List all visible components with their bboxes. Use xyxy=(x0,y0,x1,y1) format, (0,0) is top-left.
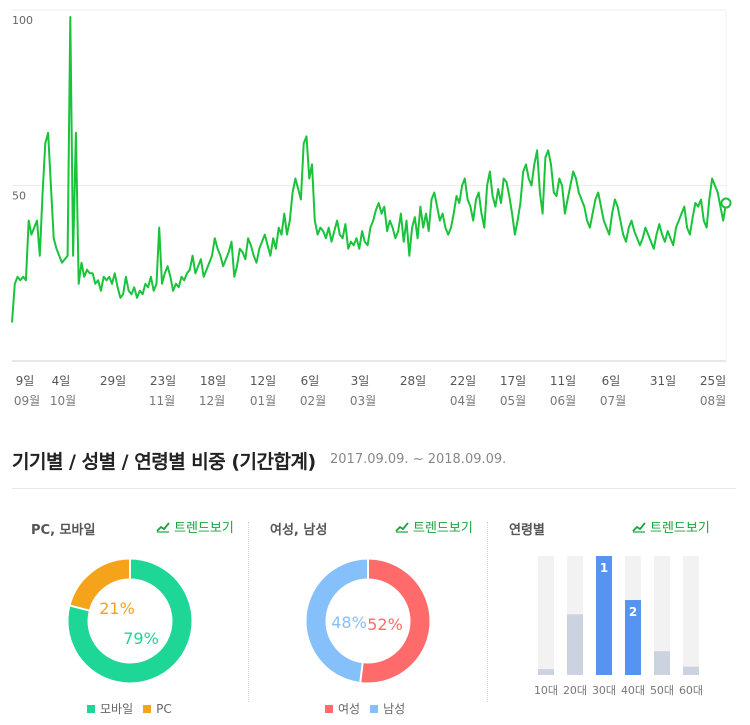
gender-panel-title: 여성, 남성 xyxy=(270,523,328,538)
y-tick-label: 100 xyxy=(12,14,33,27)
age-bar-30대 xyxy=(596,556,612,675)
section-divider xyxy=(12,488,736,489)
age-bar-10대 xyxy=(538,669,554,675)
age-category-label: 30대 xyxy=(592,684,616,697)
x-month-label: 11월 xyxy=(149,394,175,408)
x-month-label: 04월 xyxy=(450,394,476,408)
age-bar-50대 xyxy=(654,651,670,675)
trend-series-line xyxy=(11,16,727,323)
x-month-label: 09월 xyxy=(14,394,40,408)
legend-label-mobile: 모바일 xyxy=(100,702,134,716)
age-panel-title: 연령별 xyxy=(509,523,545,538)
age-trend-link-label: 트렌드보기 xyxy=(650,521,710,536)
legend-label-male: 남성 xyxy=(383,702,406,716)
legend-swatch xyxy=(87,704,95,713)
trend-chart-icon xyxy=(156,521,170,533)
age-bar-track xyxy=(683,556,699,675)
trend-chart-icon xyxy=(632,521,646,533)
x-month-label: 02월 xyxy=(300,394,326,408)
age-trend-link[interactable]: 트렌드보기 xyxy=(632,517,710,536)
device-legend: 모바일 PC xyxy=(87,700,172,717)
device-trend-link-label: 트렌드보기 xyxy=(174,521,234,536)
x-day-label: 17일 xyxy=(500,374,526,388)
x-month-label: 06월 xyxy=(550,394,576,408)
gender-trend-link[interactable]: 트렌드보기 xyxy=(395,517,473,536)
panel-separator xyxy=(487,522,488,702)
x-day-label: 6일 xyxy=(602,374,621,388)
x-day-label: 6일 xyxy=(301,374,320,388)
age-category-label: 40대 xyxy=(621,684,645,697)
donut-slice-separator xyxy=(359,663,364,683)
gender-donut-chart: 52%48% xyxy=(306,559,430,683)
legend-swatch xyxy=(325,704,333,713)
x-month-label: 08월 xyxy=(700,394,726,408)
age-bar-track xyxy=(654,556,670,675)
x-month-label: 01월 xyxy=(250,394,276,408)
x-day-label: 9일 xyxy=(16,374,35,388)
x-day-label: 31일 xyxy=(650,374,676,388)
trend-hover-point[interactable] xyxy=(720,197,732,209)
section-title: 기기별 / 성별 / 연령별 비중 (기간합계) xyxy=(12,451,316,473)
legend-item-mobile: 모바일 xyxy=(87,700,133,717)
legend-swatch xyxy=(370,704,379,713)
section-date-range: 2017.09.09. ~ 2018.09.09. xyxy=(330,452,507,467)
device-panel-title: PC, 모바일 xyxy=(31,523,96,538)
age-category-label: 10대 xyxy=(534,684,558,697)
x-day-label: 25일 xyxy=(700,374,726,388)
gender-legend: 여성 남성 xyxy=(325,700,405,717)
age-rank-label: 1 xyxy=(600,561,608,575)
donut-label-mobile: 79% xyxy=(123,629,159,648)
legend-item-female: 여성 xyxy=(325,700,360,717)
legend-label-female: 여성 xyxy=(338,702,361,716)
age-category-label: 60대 xyxy=(679,684,703,697)
age-bar-chart: 10대 20대 1 30대 2 40대 50대 60대 xyxy=(534,556,703,697)
x-month-label: 10월 xyxy=(50,394,76,408)
age-rank-label: 2 xyxy=(629,605,637,619)
age-category-label: 50대 xyxy=(650,684,674,697)
x-month-label: 12월 xyxy=(199,394,225,408)
gender-trend-link-label: 트렌드보기 xyxy=(413,521,473,536)
x-day-label: 29일 xyxy=(100,374,126,388)
donut-label-pc: 21% xyxy=(99,599,135,618)
age-bar-60대 xyxy=(683,666,699,675)
panel-separator xyxy=(248,522,249,702)
x-month-label: 07월 xyxy=(600,394,626,408)
age-bar-20대 xyxy=(567,614,583,675)
x-day-label: 18일 xyxy=(200,374,226,388)
donut-label-male: 48% xyxy=(331,613,367,632)
legend-swatch xyxy=(143,704,152,713)
legend-item-male: 남성 xyxy=(370,700,405,717)
x-month-label: 03월 xyxy=(350,394,376,408)
donut-label-female: 52% xyxy=(367,615,403,634)
age-bar-track xyxy=(538,556,554,675)
x-day-label: 11일 xyxy=(550,374,576,388)
x-day-label: 3일 xyxy=(351,374,370,388)
x-day-label: 22일 xyxy=(450,374,476,388)
trend-line-chart: 100 50 9일 4일 29일 23일 18일 12일 6일 3일 28일 22일 17일 11일 6일… xyxy=(11,9,732,408)
age-category-label: 20대 xyxy=(563,684,587,697)
y-tick-label: 50 xyxy=(12,190,26,203)
trend-chart-icon xyxy=(395,521,409,533)
legend-item-pc: PC xyxy=(143,702,172,716)
x-day-label: 12일 xyxy=(250,374,276,388)
donut-slice-separator xyxy=(70,604,90,612)
x-day-label: 4일 xyxy=(52,374,71,388)
device-donut-chart: 21% 79% xyxy=(68,559,192,683)
device-trend-link[interactable]: 트렌드보기 xyxy=(156,517,234,536)
legend-label-pc: PC xyxy=(156,701,172,716)
x-day-label: 23일 xyxy=(150,374,176,388)
x-month-label: 05월 xyxy=(500,394,526,408)
x-day-label: 28일 xyxy=(400,374,426,388)
age-bar-40대 xyxy=(625,600,641,675)
